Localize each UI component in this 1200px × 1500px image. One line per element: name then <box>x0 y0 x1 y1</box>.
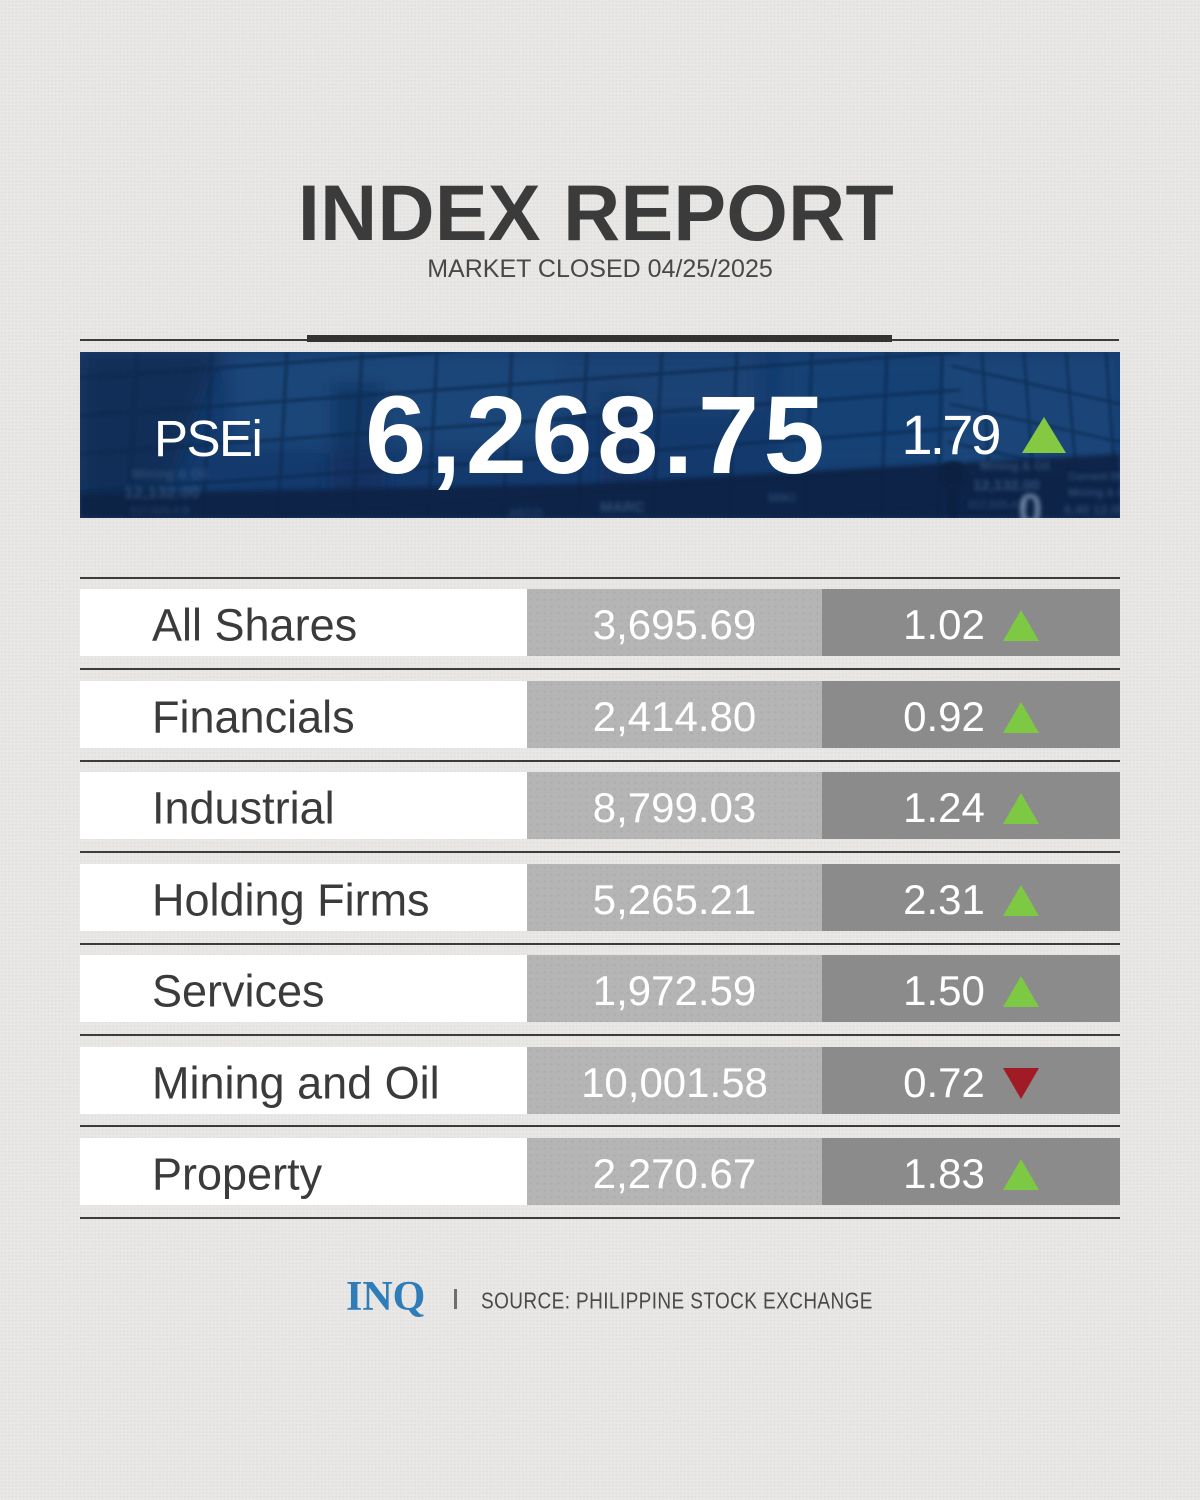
svg-text:MIKI: MIKI <box>768 490 795 505</box>
svg-text:Current Disclos: Current Disclos <box>1068 471 1120 483</box>
svg-text:Mining & Oil: Mining & Oil <box>980 459 1050 473</box>
svg-text:ABCD: ABCD <box>508 506 543 518</box>
svg-text:217,525.4 B: 217,525.4 B <box>130 505 190 517</box>
svg-text:217,525.4 B: 217,525.4 B <box>968 499 1028 511</box>
svg-text:Mining & Oil: Mining & Oil <box>1068 487 1120 499</box>
svg-text:12,132.00: 12,132.00 <box>973 477 1040 494</box>
svg-text:MARC: MARC <box>600 499 645 516</box>
svg-text:Mining & Oil: Mining & Oil <box>132 466 208 481</box>
svg-text:12,132.00: 12,132.00 <box>124 483 200 502</box>
svg-text:6.40 12.00: 6.40 12.00 <box>1064 502 1120 517</box>
svg-text:0: 0 <box>1018 485 1042 518</box>
